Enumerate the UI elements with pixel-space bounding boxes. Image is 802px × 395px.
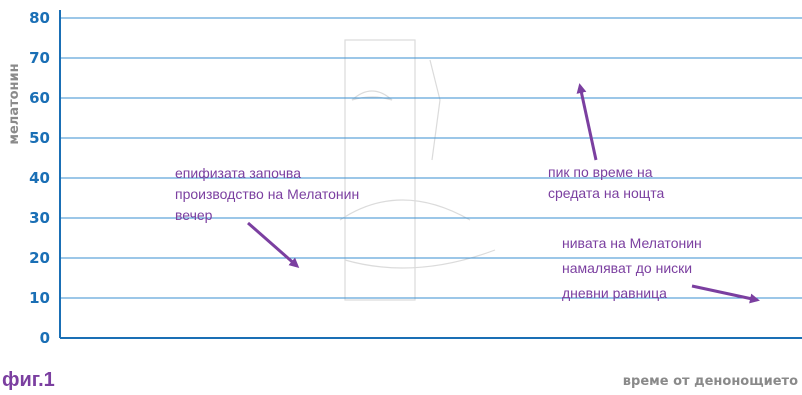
annotation-evening-line-1: епифизата започва [175, 165, 301, 181]
annotation-decline-line-1: нивата на Мелатонин [562, 235, 702, 251]
annotation-evening-line-2: производство на Мелатонин [175, 186, 359, 202]
annotation-peak: пик по време на средата на нощта [548, 164, 665, 201]
figure-label: фиг.1 [2, 369, 55, 391]
y-tick-label-40: 40 [29, 169, 50, 187]
y-tick-label-80: 80 [29, 9, 50, 27]
annotation-evening-line-3: вечер [175, 207, 213, 223]
y-tick-label-50: 50 [29, 129, 50, 147]
background-illustration [339, 39, 496, 301]
axes [59, 10, 802, 339]
y-tick-labels: 0 10 20 30 40 50 60 70 80 [29, 9, 50, 347]
annotation-decline-line-2: намаляват до ниски [562, 260, 692, 276]
grid-lines [60, 17, 802, 299]
annotation-evening: епифизата започва производство на Мелато… [175, 165, 359, 223]
y-tick-label-30: 30 [29, 209, 50, 227]
arrow-decline [691, 284, 760, 304]
y-tick-label-60: 60 [29, 89, 50, 107]
y-tick-label-0: 0 [40, 329, 50, 347]
annotation-peak-line-2: средата на нощта [548, 185, 665, 201]
y-axis-label: мелатонин [7, 63, 22, 144]
arrow-evening [247, 221, 300, 268]
y-tick-label-20: 20 [29, 249, 50, 267]
y-tick-label-70: 70 [29, 49, 50, 67]
annotation-decline: нивата на Мелатонин намаляват до ниски д… [562, 235, 702, 301]
y-tick-label-10: 10 [29, 289, 50, 307]
annotation-peak-line-1: пик по време на [548, 164, 653, 180]
x-axis-label: време от денонощието [623, 374, 798, 389]
arrow-peak [576, 83, 598, 161]
annotation-decline-line-3: дневни равница [562, 285, 667, 301]
